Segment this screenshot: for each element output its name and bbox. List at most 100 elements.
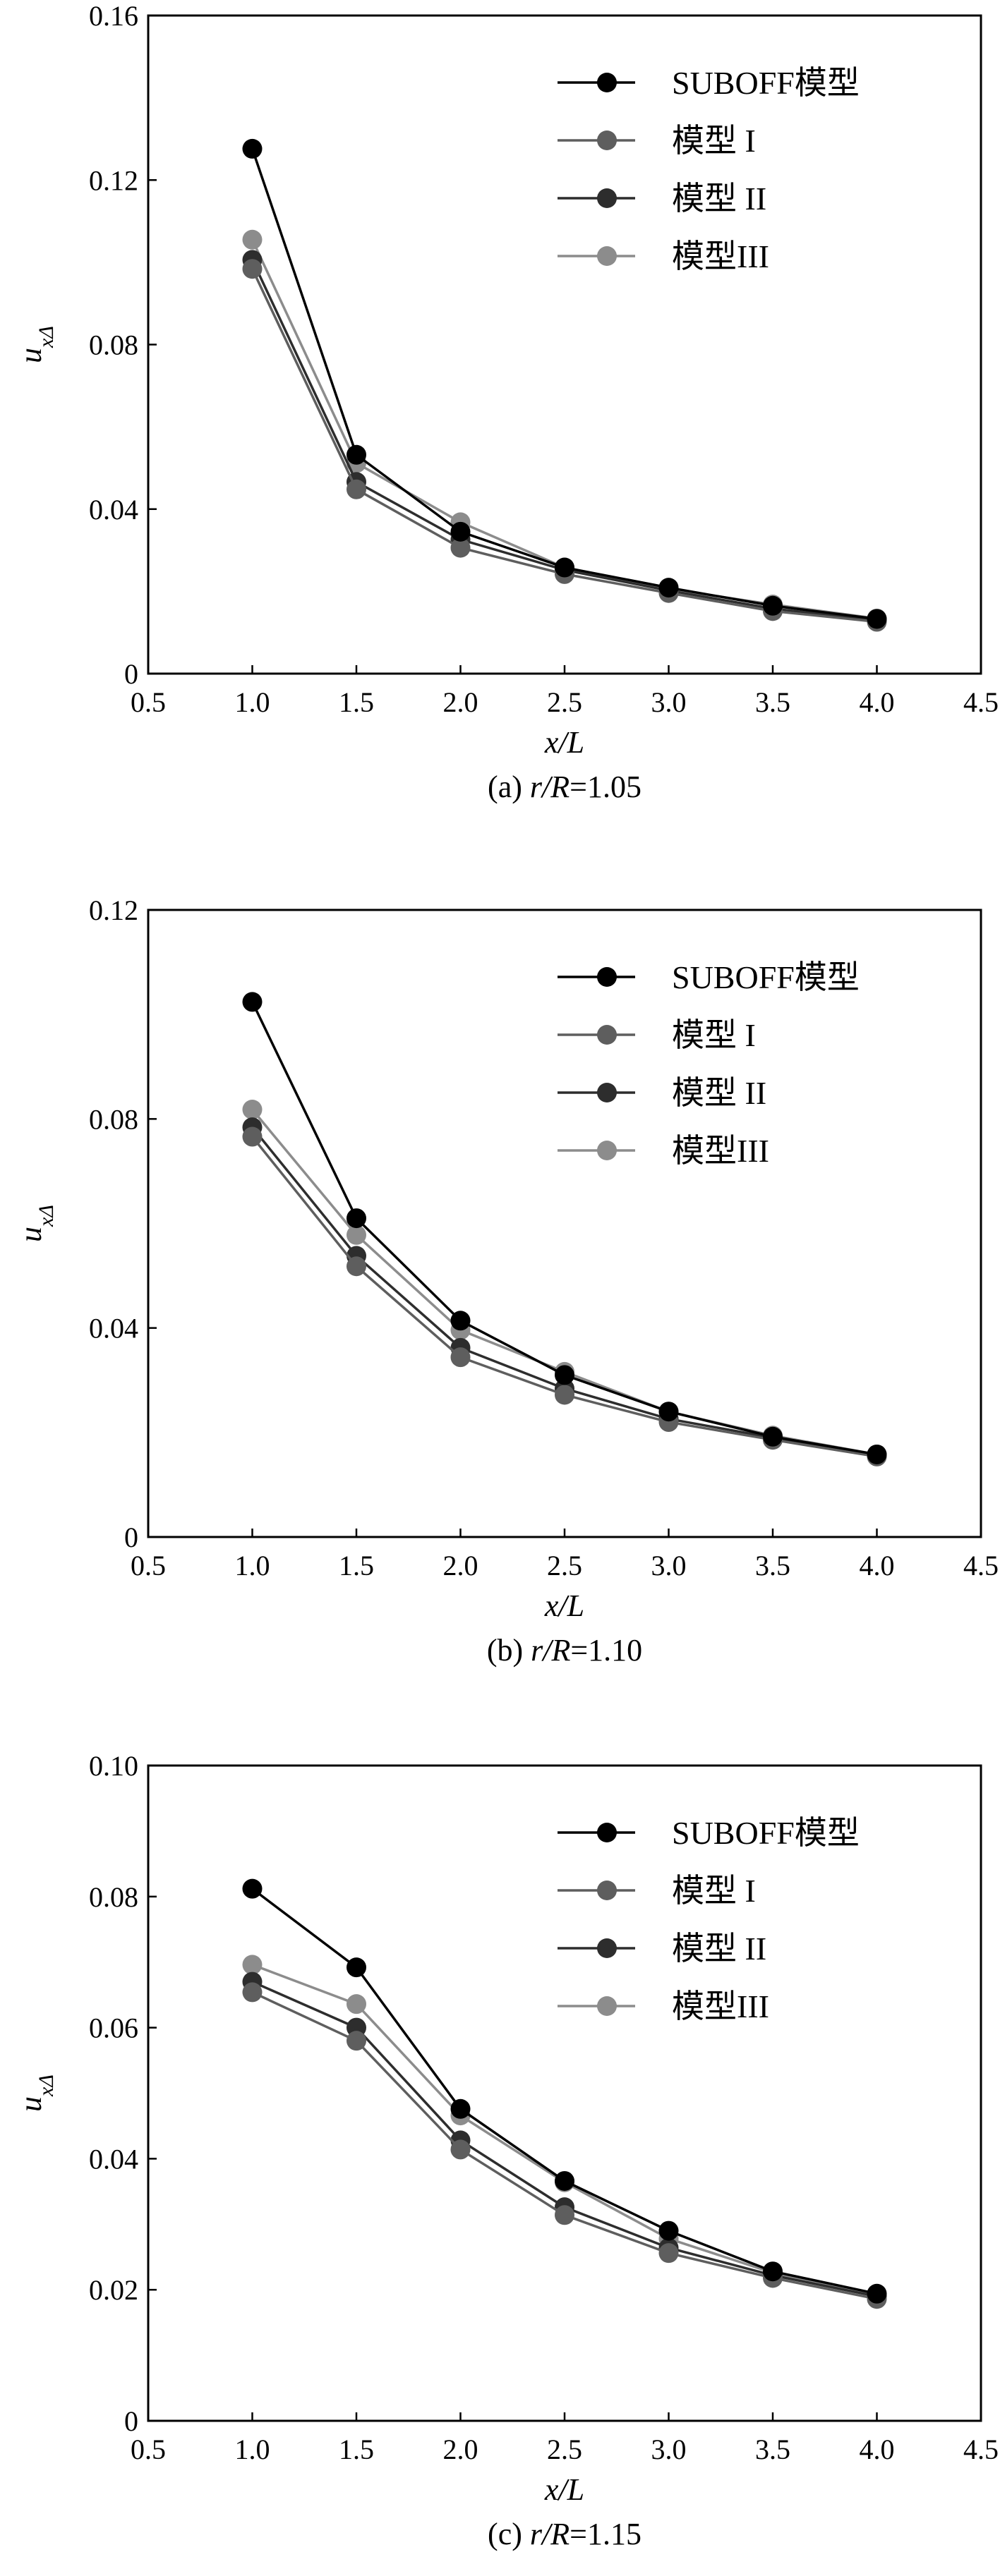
chart-panel: 0.5 1.0 1.5 2.0 2.5 3.0 3.5 4.0 4.5 0 0.04 0.08 0.12… xyxy=(13,0,999,804)
data-point xyxy=(242,259,263,279)
x-tick-label: 4.5 xyxy=(963,2434,999,2465)
data-point xyxy=(347,1994,366,2015)
series-line xyxy=(251,1126,877,1457)
data-point xyxy=(763,595,783,616)
legend-label: 模型 II xyxy=(672,1931,766,1967)
plot-frame xyxy=(147,1764,982,2422)
x-tick-label: 4.0 xyxy=(860,2434,895,2465)
legend-label: SUBOFF模型 xyxy=(672,1815,860,1851)
y-axis-title-main: u xyxy=(13,1227,48,1242)
y-tick-label: 0.02 xyxy=(89,2274,138,2306)
x-tick-label: 0.5 xyxy=(131,2434,166,2465)
data-point xyxy=(555,1385,574,1405)
plot-frame xyxy=(147,909,982,1538)
data-point xyxy=(347,1225,366,1245)
legend-label: 模型III xyxy=(672,238,769,274)
data-point xyxy=(242,992,263,1012)
legend-marker xyxy=(597,73,617,92)
legend-marker xyxy=(597,130,617,150)
panel-caption: (b) r/R=1.10 xyxy=(487,1633,642,1667)
legend-label: 模型III xyxy=(672,1133,769,1169)
y-axis-title-subscript: xΔ xyxy=(35,2074,58,2097)
legend-label: 模型 I xyxy=(672,1873,756,1909)
data-point xyxy=(242,1099,263,1119)
data-point xyxy=(242,138,263,159)
series-line xyxy=(251,1991,877,2300)
legend-marker xyxy=(597,1996,617,2016)
y-tick-label: 0 xyxy=(124,2405,138,2437)
x-tick-label: 2.0 xyxy=(443,1550,478,1581)
data-point xyxy=(347,1957,366,1978)
y-tick-label: 0 xyxy=(124,1521,138,1553)
panel-caption: (a) r/R=1.05 xyxy=(488,770,641,804)
caption-prefix: (c) xyxy=(488,2517,530,2551)
legend-label: 模型 I xyxy=(672,1017,756,1053)
x-tick-label: 0.5 xyxy=(131,1550,166,1581)
legend-marker xyxy=(597,1938,617,1958)
legend-marker xyxy=(597,1083,617,1102)
series-line xyxy=(251,148,877,621)
caption-value: =1.05 xyxy=(570,770,641,804)
data-point xyxy=(867,2283,887,2304)
legend-marker xyxy=(597,967,617,987)
caption-prefix: (a) xyxy=(488,770,530,804)
y-tick-label: 0.08 xyxy=(89,329,138,361)
series-line xyxy=(251,1888,877,2295)
legend-marker xyxy=(597,188,617,208)
x-tick-label: 2.5 xyxy=(547,1550,582,1581)
data-point xyxy=(450,1347,471,1368)
data-point xyxy=(242,229,263,250)
y-axis-title-subscript: xΔ xyxy=(35,326,58,348)
data-point xyxy=(555,557,574,578)
series-line xyxy=(251,1136,877,1458)
y-axis-title-main: u xyxy=(13,2096,48,2112)
legend-marker xyxy=(597,1025,617,1045)
x-tick-label: 2.0 xyxy=(443,2434,478,2465)
series-line xyxy=(251,1963,877,2297)
legend-label: 模型 II xyxy=(672,1075,766,1111)
data-point xyxy=(763,1426,783,1447)
x-tick-label: 1.0 xyxy=(235,2434,270,2465)
legend-marker xyxy=(597,1881,617,1900)
chart-panel: 0.5 1.0 1.5 2.0 2.5 3.0 3.5 4.0 4.5 0 0.04 0.08 0.12… xyxy=(13,894,999,1667)
y-tick-label: 0.16 xyxy=(89,0,138,32)
x-axis-title: x/L xyxy=(544,725,584,760)
caption-variable: r/R xyxy=(530,2517,570,2551)
y-axis-title: uxΔ xyxy=(13,326,58,363)
y-tick-label: 0.10 xyxy=(89,1750,138,1782)
x-tick-label: 2.5 xyxy=(547,686,582,718)
y-tick-label: 0.04 xyxy=(89,2143,138,2175)
caption-value: =1.10 xyxy=(570,1633,642,1667)
caption-variable: r/R xyxy=(531,1633,570,1667)
x-tick-label: 1.5 xyxy=(339,2434,374,2465)
legend-label: 模型III xyxy=(672,1988,769,2024)
legend-marker xyxy=(597,246,617,266)
data-point xyxy=(450,521,471,542)
y-tick-label: 0.12 xyxy=(89,164,138,196)
y-tick-label: 0.04 xyxy=(89,1313,138,1344)
y-tick-label: 0.08 xyxy=(89,1103,138,1135)
x-tick-label: 3.5 xyxy=(755,2434,790,2465)
data-point xyxy=(867,609,887,629)
legend-label: SUBOFF模型 xyxy=(672,959,860,995)
legend-marker xyxy=(597,1823,617,1842)
x-tick-label: 3.0 xyxy=(651,1550,687,1581)
data-point xyxy=(867,1444,887,1464)
data-point xyxy=(450,2098,471,2119)
x-tick-label: 1.0 xyxy=(235,686,270,718)
y-axis-title-main: u xyxy=(13,348,48,363)
data-point xyxy=(555,1365,574,1385)
data-point xyxy=(347,1208,366,1229)
x-axis-title: x/L xyxy=(544,1588,584,1623)
legend-label: SUBOFF模型 xyxy=(672,65,860,101)
x-tick-label: 0.5 xyxy=(131,686,166,718)
y-axis-title: uxΔ xyxy=(13,1205,58,1242)
data-point xyxy=(242,1955,263,1975)
data-point xyxy=(450,1311,471,1331)
legend-marker xyxy=(597,1141,617,1160)
data-point xyxy=(658,2243,679,2264)
y-axis-title-subscript: xΔ xyxy=(35,1205,58,1227)
y-tick-label: 0.06 xyxy=(89,2012,138,2044)
legend-label: 模型 II xyxy=(672,181,766,217)
data-point xyxy=(555,2205,574,2225)
